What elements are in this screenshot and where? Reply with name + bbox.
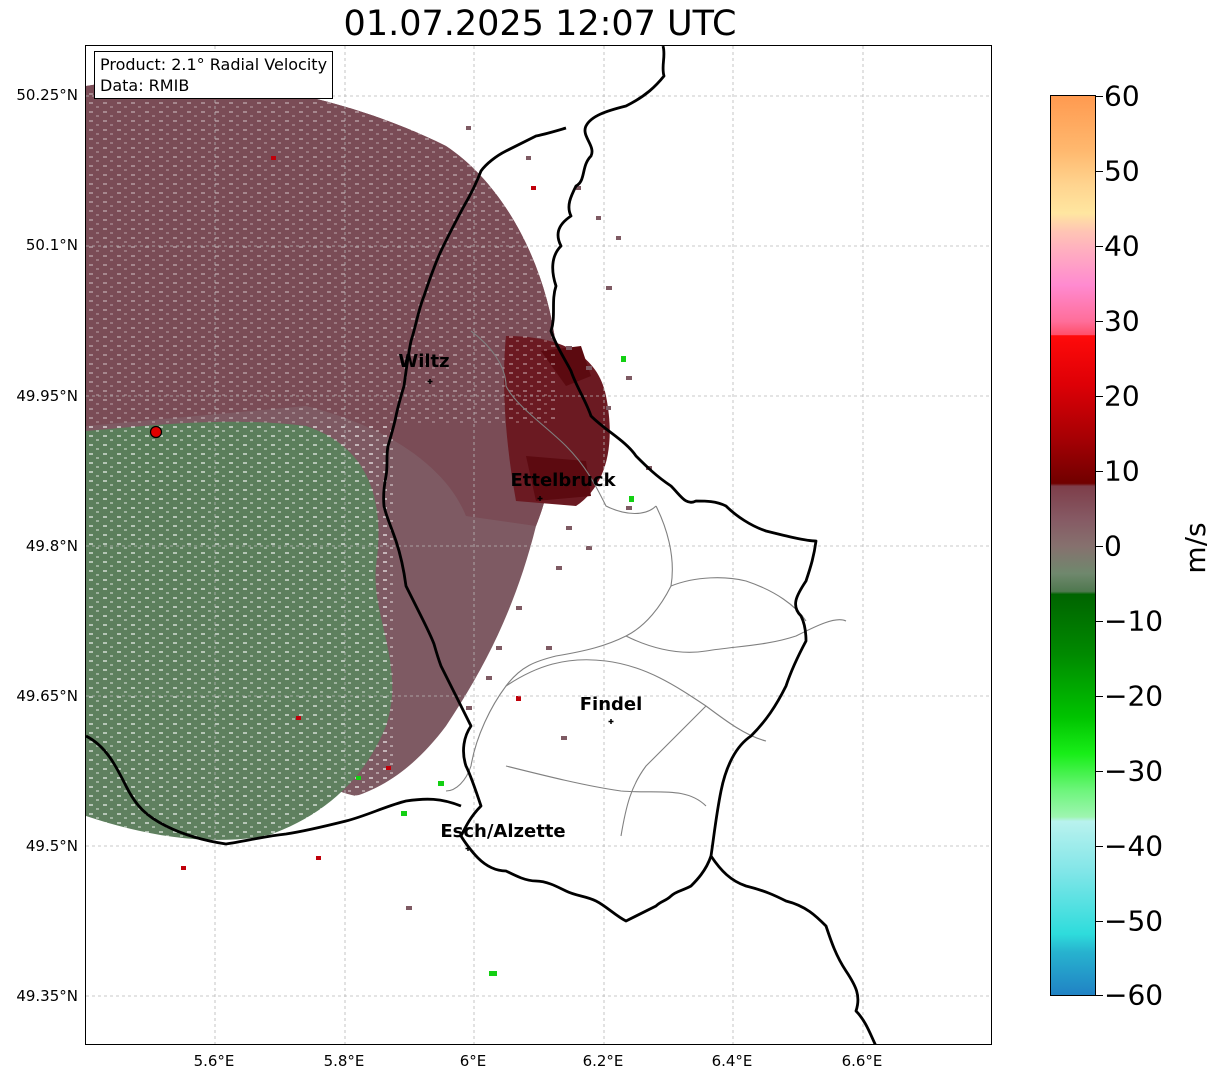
district-borders xyxy=(445,330,847,837)
colorbar-tick-mark xyxy=(1096,846,1103,847)
radar-echo-inbound xyxy=(86,86,556,846)
colorbar-tick-label: −30 xyxy=(1104,754,1164,788)
colorbar-tick-mark xyxy=(1096,995,1103,996)
x-tick-label: 5.6°E xyxy=(193,1052,235,1070)
colorbar-tick-mark xyxy=(1096,96,1103,97)
radar-map[interactable] xyxy=(85,45,992,1045)
colorbar-gradient xyxy=(1051,96,1095,995)
radar-map-canvas xyxy=(86,46,991,1044)
y-tick-label: 50.1°N xyxy=(25,236,78,254)
colorbar-tick-mark xyxy=(1096,171,1103,172)
product-label: Product: 2.1° Radial Velocity xyxy=(100,55,328,74)
colorbar-tick-mark xyxy=(1096,921,1103,922)
radar-scatter-bins-green xyxy=(356,356,634,976)
national-border-west xyxy=(86,734,462,846)
colorbar-tick-label: 10 xyxy=(1104,454,1140,488)
y-tick-label: 49.5°N xyxy=(25,837,78,855)
colorbar-tick-label: −60 xyxy=(1104,978,1164,1012)
colorbar-tick-mark xyxy=(1096,321,1103,322)
colorbar-tick-mark xyxy=(1096,246,1103,247)
colorbar-tick-label: −40 xyxy=(1104,829,1164,863)
colorbar-tick-label: 50 xyxy=(1104,154,1140,188)
city-markers xyxy=(427,379,614,851)
colorbar-tick-label: −50 xyxy=(1104,904,1164,938)
colorbar-tick-label: −20 xyxy=(1104,679,1164,713)
colorbar-tick-label: −10 xyxy=(1104,604,1164,638)
colorbar-tick-mark xyxy=(1096,696,1103,697)
x-tick-label: 6.6°E xyxy=(841,1052,883,1070)
radar-site-marker xyxy=(149,425,163,439)
radar-scatter-bins-red xyxy=(181,156,536,870)
x-tick-label: 5.8°E xyxy=(323,1052,365,1070)
y-tick-label: 49.65°N xyxy=(16,687,78,705)
colorbar-tick-mark xyxy=(1096,471,1103,472)
colorbar-tick-label: 0 xyxy=(1104,529,1122,563)
city-label-findel: Findel xyxy=(579,694,643,715)
city-label-ettelbruck: Ettelbruck xyxy=(510,470,616,491)
y-tick-label: 49.95°N xyxy=(16,387,78,405)
x-tick-label: 6.4°E xyxy=(711,1052,753,1070)
colorbar-tick-mark xyxy=(1096,546,1103,547)
x-tick-label: 6°E xyxy=(459,1052,487,1070)
colorbar-tick-label: 60 xyxy=(1104,79,1140,113)
colorbar-unit-label: m/s xyxy=(1179,522,1207,574)
velocity-colorbar xyxy=(1050,95,1096,996)
y-tick-label: 49.35°N xyxy=(16,987,78,1005)
national-border-east xyxy=(709,855,877,1044)
colorbar-tick-label: 40 xyxy=(1104,229,1140,263)
y-tick-label: 50.25°N xyxy=(16,86,78,104)
data-source-label: Data: RMIB xyxy=(100,76,190,95)
colorbar-tick-mark xyxy=(1096,771,1103,772)
colorbar-tick-label: 20 xyxy=(1104,379,1140,413)
national-border xyxy=(382,46,818,923)
x-tick-label: 6.2°E xyxy=(582,1052,624,1070)
y-tick-label: 49.8°N xyxy=(25,537,78,555)
map-title: 01.07.2025 12:07 UTC xyxy=(343,4,737,44)
colorbar-tick-label: 30 xyxy=(1104,304,1140,338)
colorbar-tick-mark xyxy=(1096,396,1103,397)
city-label-wiltz: Wiltz xyxy=(398,351,450,372)
colorbar-tick-mark xyxy=(1096,621,1103,622)
city-label-esch: Esch/Alzette xyxy=(440,821,566,842)
product-info-box: Product: 2.1° Radial Velocity Data: RMIB xyxy=(94,51,334,99)
